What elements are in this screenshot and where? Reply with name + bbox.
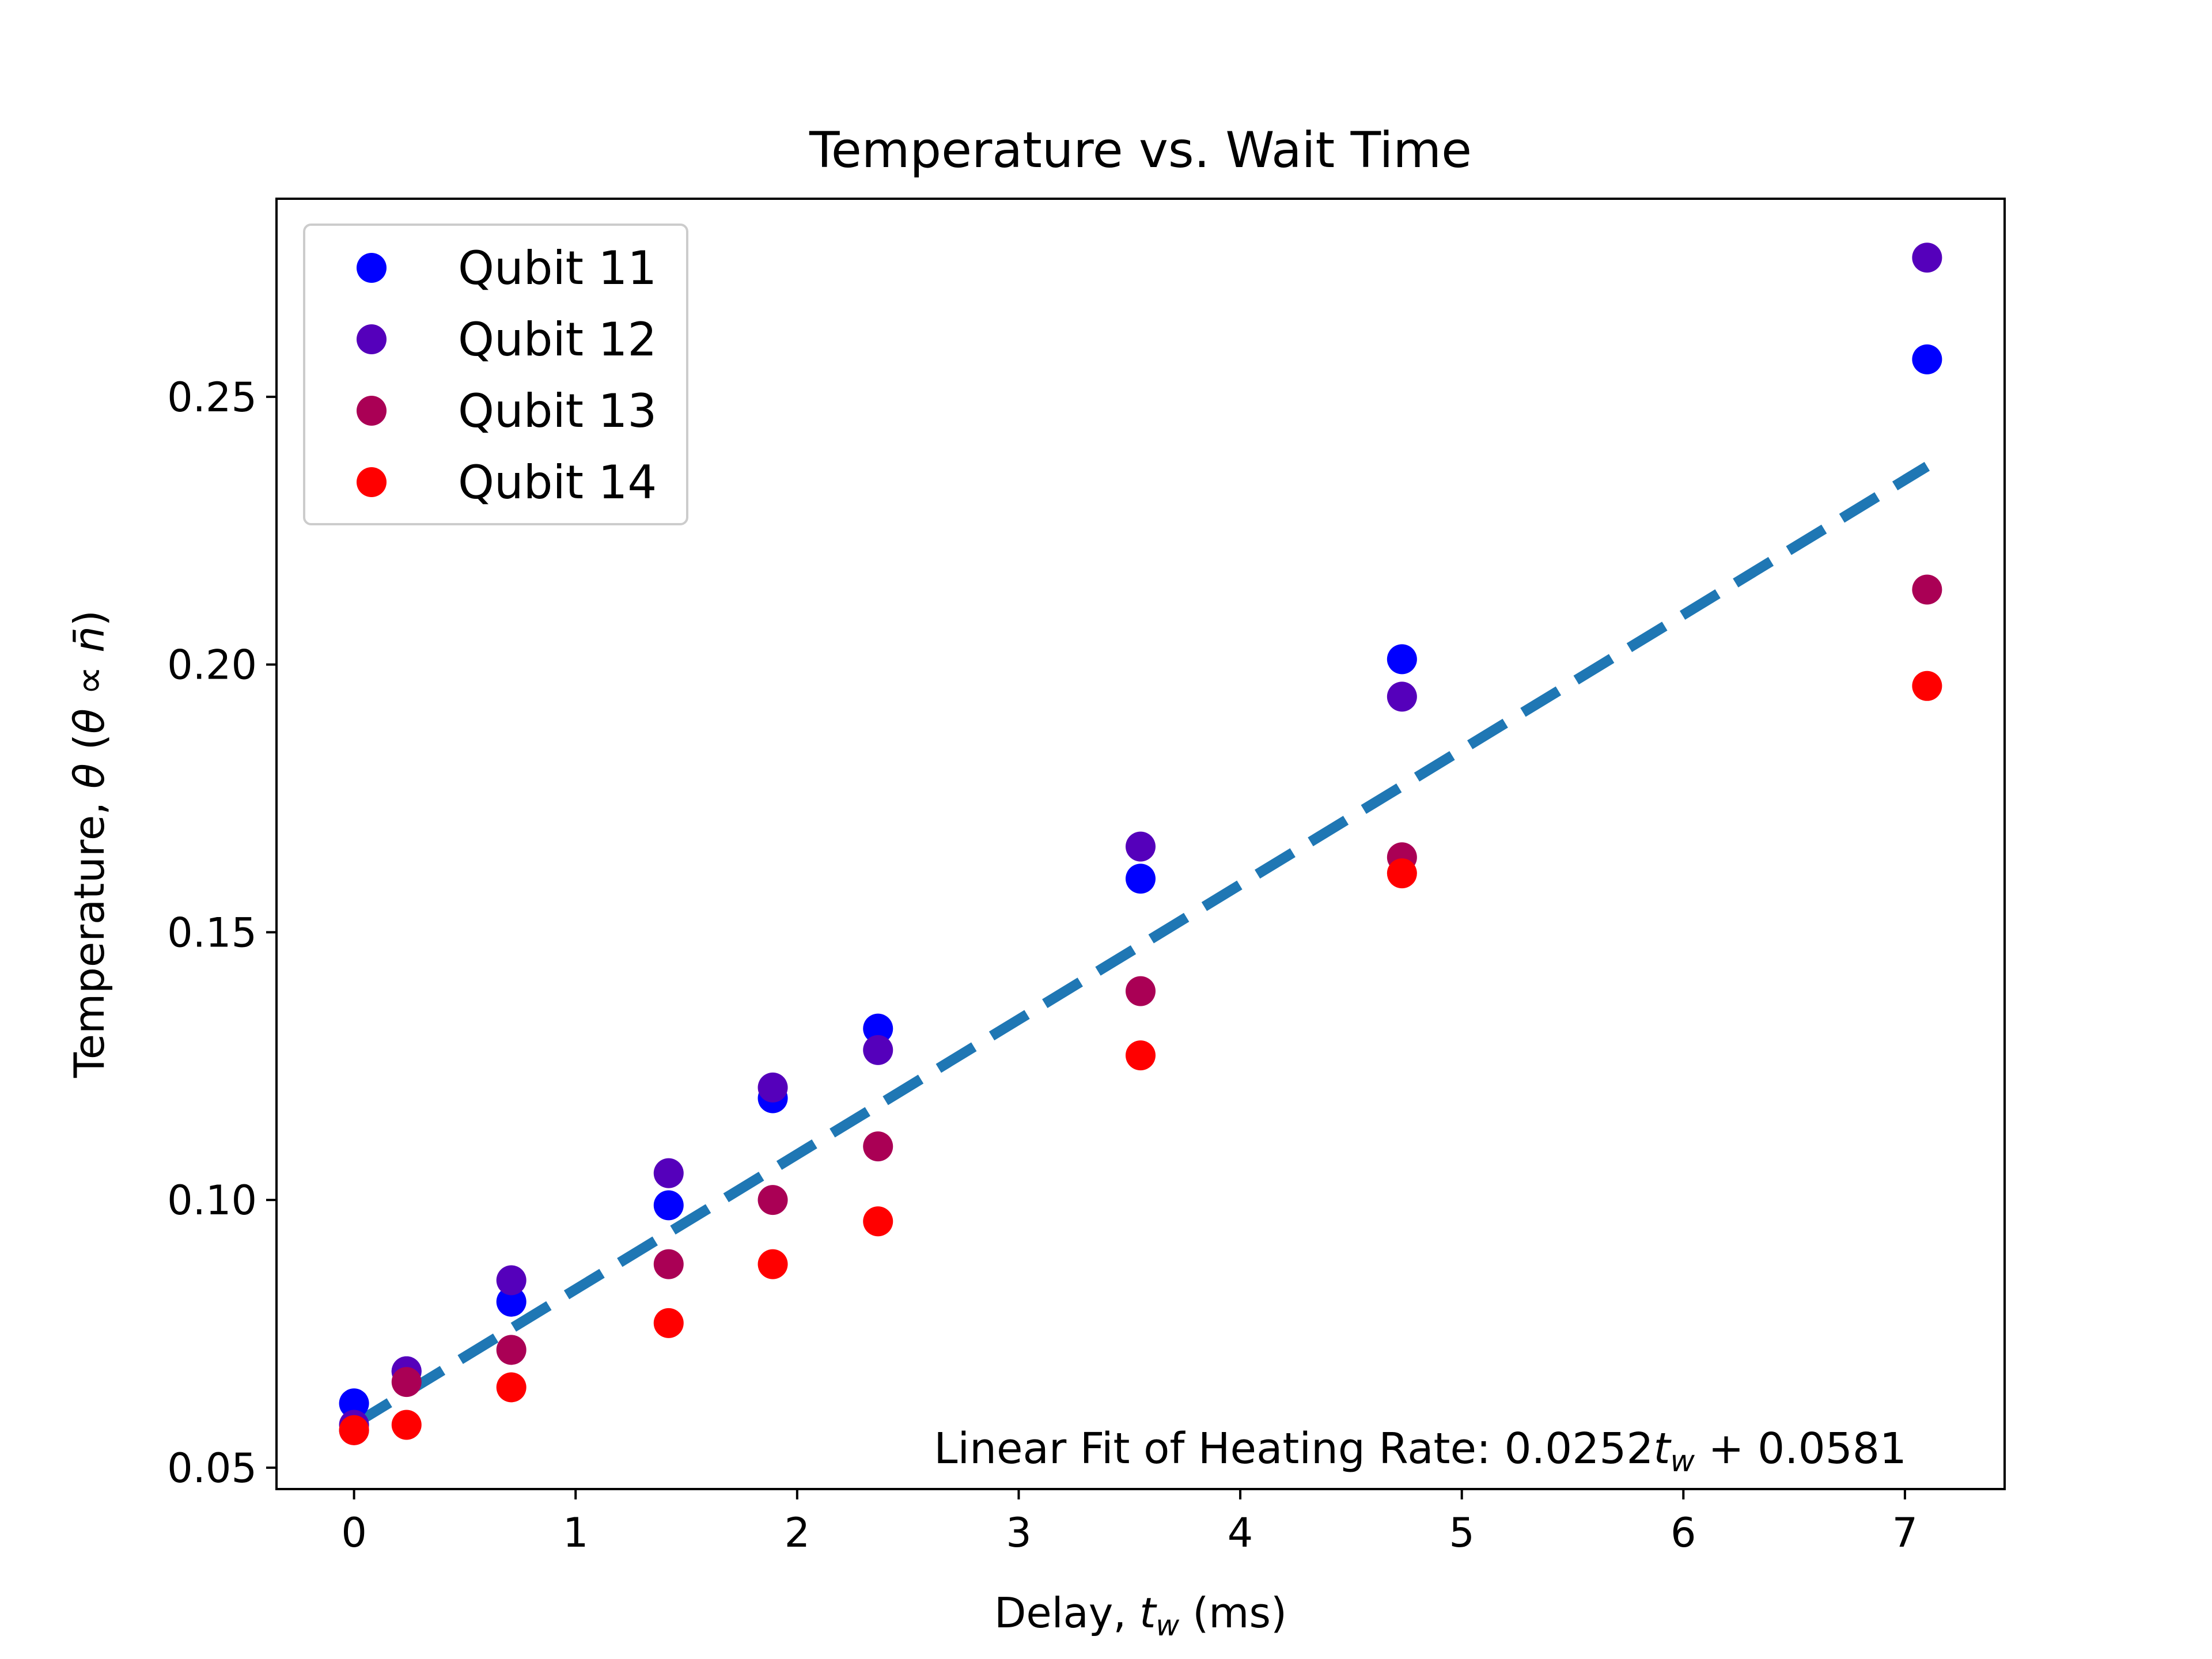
x-axis-label: Delay, tw (ms) <box>994 1589 1287 1642</box>
data-point-qubit-13 <box>496 1335 527 1365</box>
data-point-qubit-14 <box>1126 1040 1156 1071</box>
data-point-qubit-13 <box>757 1185 788 1215</box>
data-point-qubit-14 <box>339 1415 369 1445</box>
data-point-qubit-13 <box>863 1131 893 1162</box>
data-point-qubit-13 <box>1912 574 1942 605</box>
y-tick-label: 0.10 <box>167 1177 257 1224</box>
chart-title: Temperature vs. Wait Time <box>809 122 1472 179</box>
x-tick-label: 3 <box>1006 1509 1032 1556</box>
data-point-qubit-13 <box>653 1249 684 1279</box>
legend-marker <box>357 253 387 283</box>
legend-label: Qubit 13 <box>458 384 657 438</box>
x-tick-label: 1 <box>563 1509 589 1556</box>
x-tick-label: 2 <box>785 1509 810 1556</box>
data-point-qubit-13 <box>1126 976 1156 1006</box>
y-axis-label: Temperature, θ (θ ∝ n̄) <box>65 610 113 1078</box>
data-point-qubit-11 <box>1912 344 1942 374</box>
data-point-qubit-14 <box>653 1308 684 1338</box>
legend-marker <box>357 467 387 497</box>
data-point-qubit-11 <box>1126 863 1156 894</box>
data-point-qubit-12 <box>863 1035 893 1065</box>
data-point-qubit-14 <box>391 1410 422 1440</box>
data-point-qubit-11 <box>1387 644 1417 675</box>
data-point-qubit-12 <box>653 1158 684 1188</box>
legend: Qubit 11 Qubit 12 Qubit 13 Qubit 14 <box>303 224 688 525</box>
data-point-qubit-14 <box>1912 671 1942 701</box>
y-tick-label: 0.20 <box>167 642 257 689</box>
x-tick-label: 5 <box>1449 1509 1475 1556</box>
data-point-qubit-12 <box>496 1265 527 1296</box>
x-tick-label: 7 <box>1892 1509 1918 1556</box>
data-point-qubit-12 <box>1126 831 1156 862</box>
data-point-qubit-11 <box>496 1286 527 1317</box>
legend-label: Qubit 11 <box>458 241 657 295</box>
data-point-qubit-14 <box>496 1372 527 1403</box>
legend-marker <box>357 324 387 354</box>
data-point-qubit-14 <box>863 1206 893 1237</box>
data-points-layer <box>339 243 1942 1445</box>
plot-frame <box>275 198 2006 1490</box>
legend-label: Qubit 12 <box>458 313 657 366</box>
data-point-qubit-13 <box>391 1367 422 1397</box>
data-point-qubit-11 <box>339 1388 369 1419</box>
y-tick-label: 0.05 <box>167 1445 257 1492</box>
x-tick-label: 0 <box>341 1509 367 1556</box>
x-tick-label: 6 <box>1671 1509 1696 1556</box>
data-point-qubit-11 <box>863 1013 893 1044</box>
data-point-qubit-12 <box>1912 243 1942 273</box>
fit-annotation: Linear Fit of Heating Rate: 0.0252tw + 0… <box>934 1424 1907 1479</box>
legend-marker <box>357 396 387 426</box>
data-point-qubit-12 <box>1387 681 1417 712</box>
legend-label: Qubit 14 <box>458 456 657 509</box>
y-tick-label: 0.25 <box>167 374 257 421</box>
data-point-qubit-14 <box>757 1249 788 1279</box>
x-tick-label: 4 <box>1228 1509 1253 1556</box>
legend-entries: Qubit 11 Qubit 12 Qubit 13 Qubit 14 <box>357 241 657 509</box>
legend-box <box>303 224 688 525</box>
x-axis-ticks: 0 1 2 3 4 5 6 7 <box>341 1489 1918 1556</box>
y-tick-label: 0.15 <box>167 909 257 956</box>
data-point-qubit-12 <box>757 1072 788 1103</box>
y-axis-ticks: 0.05 0.10 0.15 0.20 0.25 <box>167 374 276 1492</box>
data-point-qubit-14 <box>1387 858 1417 889</box>
data-point-qubit-11 <box>653 1190 684 1221</box>
